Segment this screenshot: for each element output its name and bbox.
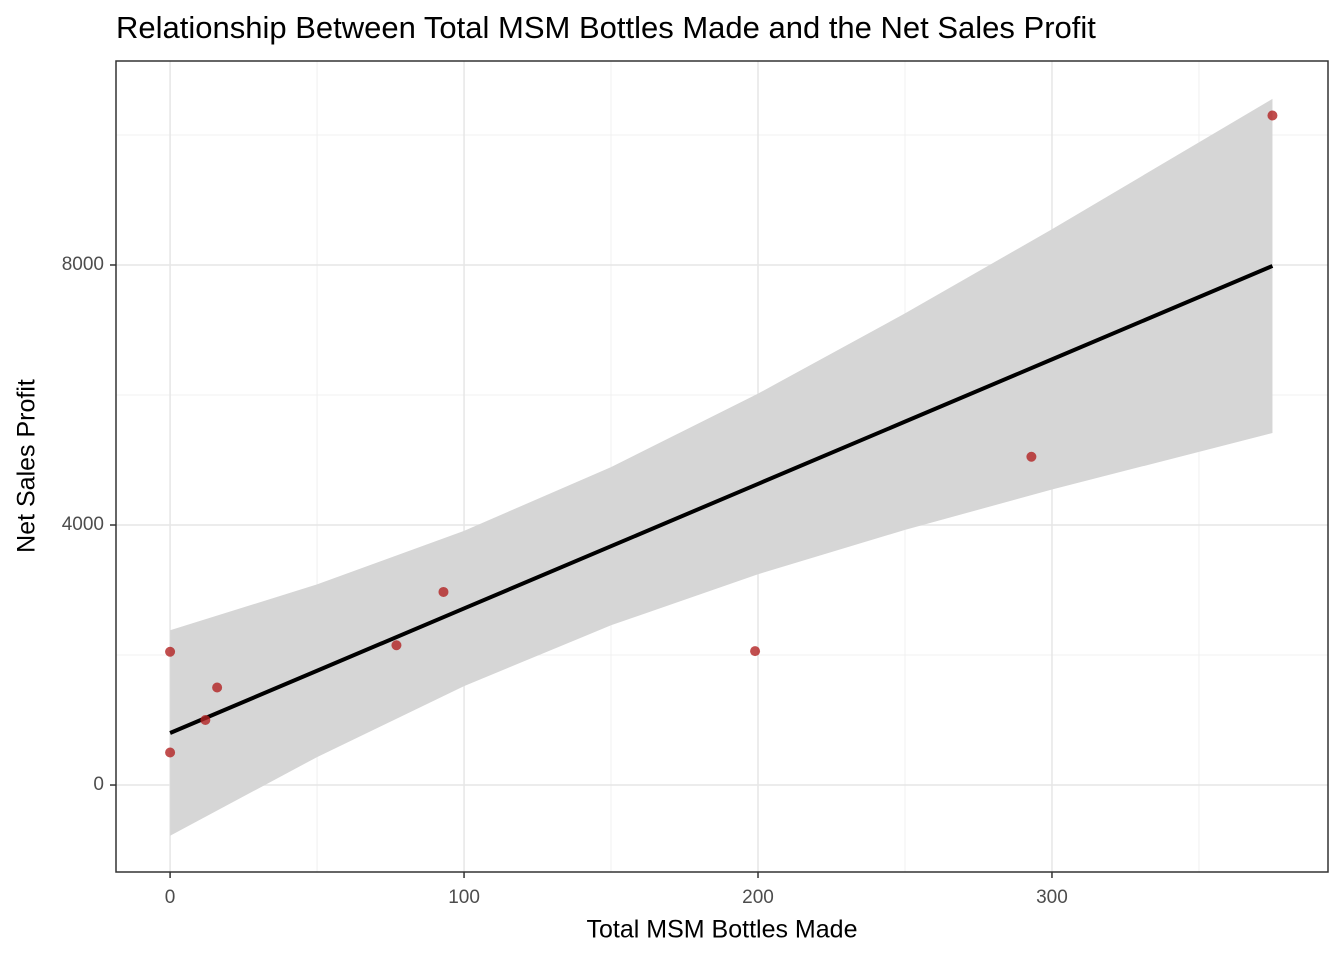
point — [750, 646, 761, 657]
x-tick-label: 100 — [448, 887, 480, 908]
y-tick-label: 4000 — [62, 514, 104, 535]
point — [165, 747, 176, 758]
x-tick-label: 200 — [742, 887, 774, 908]
x-tick-label: 300 — [1036, 887, 1068, 908]
point — [1026, 451, 1037, 462]
point — [165, 646, 176, 657]
point — [212, 682, 223, 693]
y-tick-label: 0 — [93, 774, 104, 795]
x-tick-label: 0 — [165, 887, 176, 908]
confidence-band — [170, 98, 1273, 836]
point — [438, 586, 449, 597]
point — [200, 715, 211, 726]
x-axis-label: Total MSM Bottles Made — [587, 916, 858, 944]
y-tick-label: 8000 — [62, 254, 104, 275]
point — [391, 640, 402, 651]
chart-title: Relationship Between Total MSM Bottles M… — [116, 10, 1096, 45]
panel-border — [115, 60, 1329, 873]
fit-line — [169, 264, 1274, 735]
y-axis-label: Net Sales Profit — [13, 379, 41, 553]
point — [1267, 110, 1278, 121]
